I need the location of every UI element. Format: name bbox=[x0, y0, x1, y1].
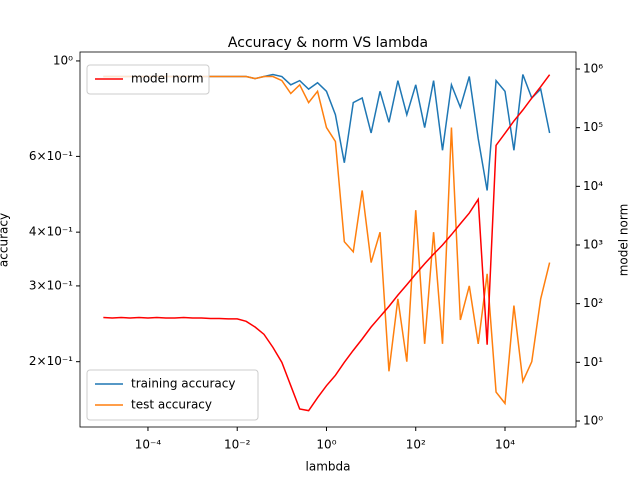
y2-tick-label: 10⁶ bbox=[583, 62, 603, 76]
y2-axis-label: model norm bbox=[617, 204, 631, 277]
x-axis-label: lambda bbox=[306, 460, 351, 474]
legend-box bbox=[86, 369, 259, 421]
y2-tick-label: 10² bbox=[583, 296, 603, 310]
series-line bbox=[103, 74, 551, 412]
y2-tick-label: 10¹ bbox=[583, 355, 603, 369]
plot-frame bbox=[79, 51, 577, 428]
chart-title: Accuracy & norm VS lambda bbox=[228, 35, 428, 51]
y-axis-label: accuracy bbox=[0, 213, 11, 267]
y-tick-label: 10⁰ bbox=[53, 53, 73, 67]
legend-label: training accuracy bbox=[131, 377, 235, 391]
x-tick-label: 10⁰ bbox=[316, 438, 336, 452]
y-tick-label: 3×10⁻¹ bbox=[29, 278, 73, 292]
y-tick-label: 2×10⁻¹ bbox=[29, 354, 73, 368]
x-tick-label: 10⁴ bbox=[495, 438, 515, 452]
y-tick-label: 6×10⁻¹ bbox=[29, 149, 73, 163]
x-tick-label: 10⁻² bbox=[224, 438, 251, 452]
legend-label: test accuracy bbox=[131, 398, 212, 412]
y-tick-label: 4×10⁻¹ bbox=[29, 225, 73, 239]
y2-tick-label: 10⁴ bbox=[583, 179, 603, 193]
y2-tick-label: 10⁵ bbox=[583, 120, 603, 134]
x-tick-label: 10² bbox=[406, 438, 426, 452]
legend-label: model norm bbox=[131, 72, 204, 86]
legend-box bbox=[86, 64, 210, 95]
y2-tick-label: 10⁰ bbox=[583, 413, 603, 427]
y2-tick-label: 10³ bbox=[583, 238, 603, 252]
x-tick-label: 10⁻⁴ bbox=[135, 438, 162, 452]
